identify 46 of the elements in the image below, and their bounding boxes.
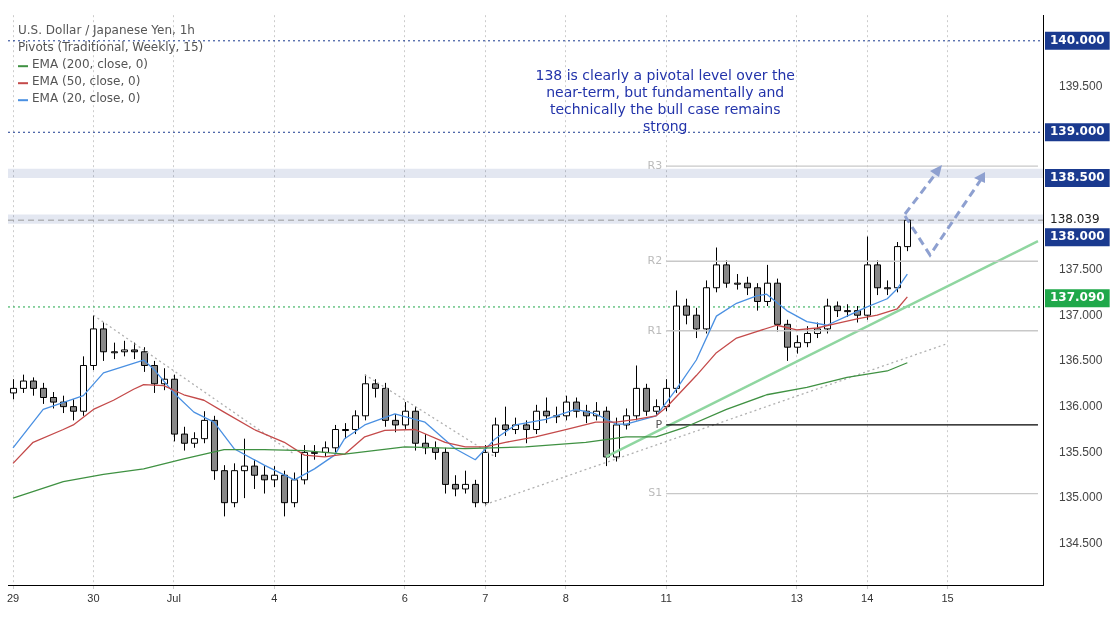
legend-label: EMA (20, close, 0) — [32, 91, 141, 106]
text: Pivots (Traditional, Weekly, 15) — [18, 40, 204, 55]
annotation: 138 is clearly a pivotal level over the near-term, but fundamentally and technically the bull case remains strong — [535, 66, 795, 134]
ref-line-label: 139.000 — [1050, 124, 1105, 139]
y-tick-label: 137.000 — [1059, 307, 1103, 322]
y-tick-label: 139.500 — [1059, 78, 1103, 93]
candlestick — [140, 346, 149, 373]
legend-label: EMA (50, close, 0) — [32, 74, 141, 89]
candlestick — [753, 282, 762, 312]
x-tick-label: 4 — [271, 591, 278, 604]
y-tick-label: 135.000 — [1059, 490, 1103, 505]
candlestick — [722, 259, 731, 289]
x-tick-label: 8 — [562, 591, 569, 604]
candlestick — [793, 334, 802, 355]
y-tick-label: 136.000 — [1059, 398, 1103, 413]
ref-line-label: 138.039 — [1050, 212, 1100, 227]
candlestick — [69, 398, 78, 421]
candlestick — [431, 440, 440, 461]
x-tick-label: Jul — [166, 591, 181, 604]
series-label: R1 — [647, 323, 663, 337]
x-tick-label: 7 — [482, 591, 489, 604]
series-label: P — [655, 417, 663, 431]
x-tick-label: 15 — [941, 591, 954, 604]
band-label: 138.000 — [1050, 229, 1105, 244]
ref-line-label: 137.090 — [1050, 290, 1105, 305]
y-tick-label: 136.500 — [1059, 353, 1103, 368]
x-tick-label: 13 — [790, 591, 803, 604]
x-tick-label: 30 — [87, 591, 100, 604]
x-tick-label: 14 — [861, 591, 874, 604]
text: U.S. Dollar / Japanese Yen, 1h — [18, 23, 195, 38]
x-tick-label: 29 — [6, 591, 20, 604]
series-label: R3 — [647, 158, 663, 172]
series-label: S1 — [648, 486, 663, 500]
y-tick-label: 135.500 — [1059, 444, 1103, 459]
candlestick — [371, 378, 380, 399]
x-tick-label: 6 — [401, 591, 408, 604]
y-tick-label: 137.500 — [1059, 261, 1103, 276]
legend-label: EMA (200, close, 0) — [32, 57, 149, 72]
ref-line-label: 140.000 — [1050, 32, 1105, 47]
x-tick-label: 11 — [660, 591, 672, 604]
candlestick — [501, 406, 510, 437]
series-label: R2 — [647, 254, 663, 268]
candlestick — [351, 409, 360, 435]
y-tick-label: 134.500 — [1059, 536, 1103, 551]
candlestick — [522, 419, 531, 444]
band-label: 138.500 — [1050, 170, 1105, 185]
